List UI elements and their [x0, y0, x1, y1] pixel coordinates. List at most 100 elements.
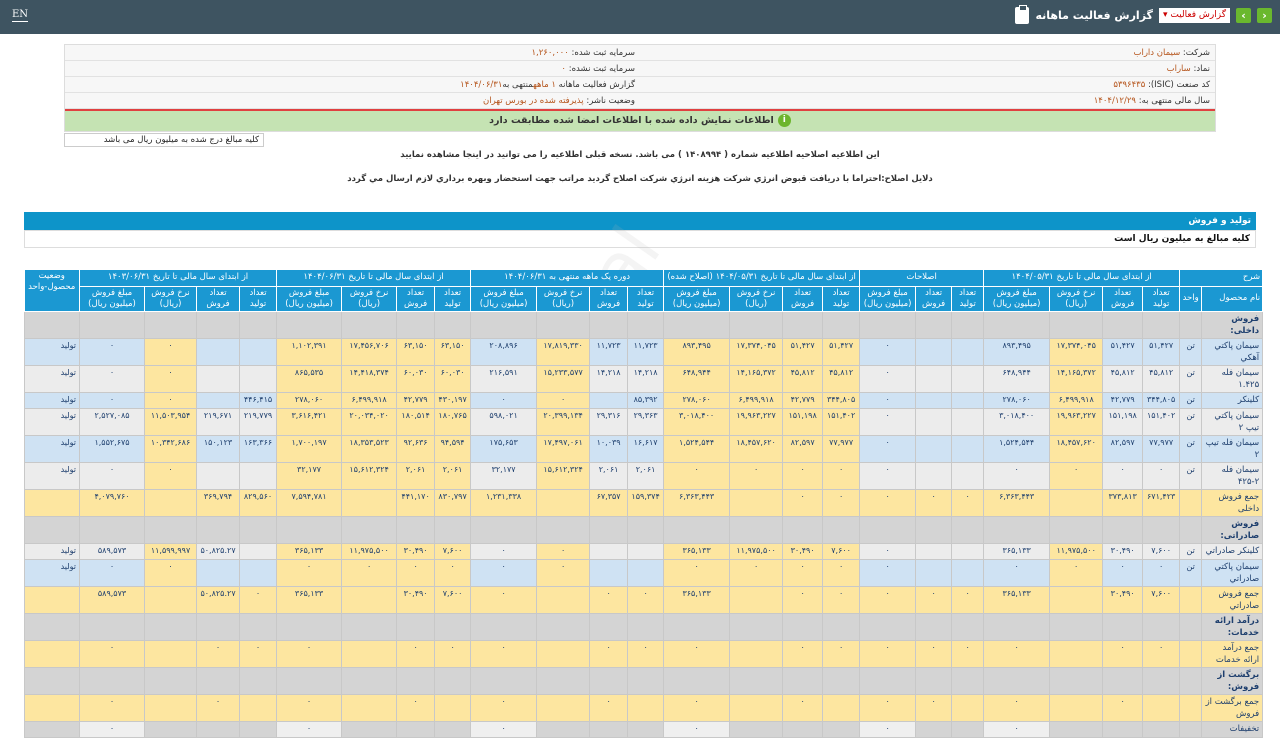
value-cell: ۱۵۱,۱۹۸	[1102, 407, 1144, 436]
empty-cell	[1142, 612, 1181, 641]
empty-cell	[276, 666, 343, 695]
value-cell: ۱,۷۰۰,۱۹۷	[276, 434, 343, 463]
empty-cell	[341, 515, 398, 544]
value-cell: ۶,۴۹۹,۹۱۸	[341, 391, 398, 409]
value-cell: ۶,۳۶۳,۴۴۳	[983, 488, 1051, 517]
value-cell: ۰	[536, 542, 591, 560]
table-row: کلینکر صادراتي تن ۷,۶۰۰ ۳۰,۴۹۰ ۱۱,۹۷۵,۵۰۰ ۳۶۵…	[24, 542, 1264, 560]
value-cell: ۱,۲۳۱,۳۳۸	[470, 488, 538, 517]
value-cell	[627, 558, 665, 587]
value-cell: ۸۹۳,۴۹۵	[663, 337, 731, 366]
value-cell: ۵۰,۸۲۵.۲۷	[196, 585, 241, 614]
value-cell: ۰	[1102, 558, 1144, 587]
value-cell: ۱۵۹,۳۷۴	[627, 488, 665, 517]
value-cell: ۰	[915, 639, 953, 668]
clipboard-icon	[1015, 5, 1030, 24]
value-cell: ۲۷۸,۰۶۰	[983, 391, 1051, 409]
company-info-panel: شرکت: سیمان داراب سرمایه ثبت شده: ۱,۲۶۰,…	[64, 44, 1216, 132]
value-cell: ۳۲,۱۷۷	[470, 461, 538, 490]
value-cell: ۰	[859, 585, 917, 614]
isic-field: کد صنعت (ISIC): ۵۳۹۶۴۳۵	[640, 77, 1215, 92]
product-name: جمع فروش داخلی	[1201, 488, 1264, 517]
correction-suffix: مشاهده نمایید	[400, 150, 460, 160]
value-cell: ۰	[822, 585, 861, 614]
symbol-label: نماد:	[1193, 64, 1210, 74]
value-cell: ۶۰,۰۳۰	[396, 364, 436, 393]
column-header-rate: نرخ فروش (ریال)	[1049, 286, 1104, 312]
value-cell: ۲۱۹,۷۷۹	[239, 407, 278, 436]
value-cell: ۱۷,۴۵۶,۷۰۶	[341, 337, 398, 366]
empty-cell	[729, 310, 784, 339]
value-cell: ۱,۵۵۲,۶۷۵	[78, 434, 146, 463]
empty-cell	[144, 612, 198, 641]
value-cell: ۱۱,۹۷۵,۵۰۰	[729, 542, 784, 560]
language-toggle[interactable]: EN	[12, 9, 29, 22]
column-header-prod: تعداد تولید	[822, 286, 861, 312]
isic-label: کد صنعت (ISIC):	[1147, 80, 1210, 90]
correction-note: این اطلاعیه اصلاحیه اطلاعیه شماره ( ۱۴۰۸…	[0, 150, 1280, 160]
empty-cell	[589, 310, 629, 339]
unit-cell	[1179, 720, 1203, 738]
value-cell	[239, 364, 278, 393]
value-cell	[729, 639, 784, 668]
value-cell: ۲۷۸,۰۶۰	[663, 391, 731, 409]
empty-cell	[1049, 612, 1104, 641]
empty-cell	[536, 515, 591, 544]
empty-cell	[589, 612, 629, 641]
value-cell	[536, 585, 591, 614]
value-cell: ۰	[239, 639, 278, 668]
product-name: سیمان فله ۱.۴۲۵	[1201, 364, 1264, 393]
group-header: از ابتدای سال مالی تا تاریخ ۱۴۰۴/۰۶/۳۱	[276, 270, 472, 287]
value-cell	[915, 364, 953, 393]
company-field: شرکت: سیمان داراب	[640, 45, 1215, 60]
table-row: سیمان فله تیپ ۲ تن ۷۷,۹۷۷ ۸۲,۵۹۷ ۱۸,۴۵۷,۶۲۰ ۱…	[24, 434, 1264, 463]
value-cell: ۰	[859, 720, 917, 738]
value-cell: ۰	[663, 693, 731, 722]
value-cell	[144, 720, 198, 738]
correction-reason: دلایل اصلاح:احتراما با دریافت قبوض انرژي…	[347, 174, 933, 184]
chevron-left-icon: ‹	[1262, 9, 1267, 22]
chevron-right-icon: ›	[1241, 9, 1246, 22]
group-header: از ابتدای سال مالی تا تاریخ ۱۴۰۳/۰۶/۳۱	[79, 270, 278, 287]
value-cell: ۴۴۶,۴۱۵	[239, 391, 278, 409]
divider	[65, 109, 1215, 111]
empty-cell	[434, 612, 472, 641]
product-status: تولید	[24, 558, 80, 587]
value-cell	[951, 407, 985, 436]
capital-value: ۱,۲۶۰,۰۰۰	[531, 48, 569, 58]
column-header-prod: تعداد تولید	[627, 286, 665, 312]
value-cell	[951, 391, 985, 409]
report-type-select[interactable]: گزارش فعالیت ▾	[1158, 8, 1230, 23]
value-cell: ۰	[470, 391, 538, 409]
value-cell	[729, 693, 784, 722]
report-type-title: گزارش فعالیت ماهانه	[1035, 9, 1153, 22]
empty-cell	[239, 612, 278, 641]
table-row: کلینکر تن ۳۴۴,۸۰۵ ۴۲,۷۷۹ ۶,۴۹۹,۹۱۸ ۲۷۸,۰۶۰ ۰ ۳۴…	[24, 391, 1264, 409]
value-cell: ۵۱,۴۲۷	[822, 337, 861, 366]
prev-report-button[interactable]: ‹	[1257, 8, 1272, 23]
value-cell: ۰	[470, 542, 538, 560]
value-cell: ۰	[822, 461, 861, 490]
publisher-status-field: وضعیت ناشر: پذیرفته شده در بورس تهران	[65, 93, 640, 108]
empty-cell	[589, 666, 629, 695]
unit-cell: تن	[1179, 542, 1203, 560]
empty-cell	[24, 515, 80, 544]
value-cell	[1049, 488, 1104, 517]
column-header-amount: مبلغ فروش (میلیون ریال)	[79, 286, 146, 312]
value-cell: ۰	[859, 488, 917, 517]
value-cell: ۰	[663, 461, 731, 490]
empty-cell	[239, 666, 278, 695]
empty-cell	[729, 612, 784, 641]
value-cell: ۱۴,۴۱۸,۳۷۴	[341, 364, 398, 393]
empty-cell	[1102, 666, 1144, 695]
value-cell: ۶۳,۱۵۰	[396, 337, 436, 366]
value-cell: ۱۸,۳۵۳,۵۲۳	[341, 434, 398, 463]
next-report-button[interactable]: ›	[1236, 8, 1251, 23]
previous-version-link[interactable]: اینجا	[462, 150, 482, 160]
value-cell: ۵۱,۴۲۷	[1142, 337, 1181, 366]
value-cell: ۱,۵۲۴,۵۴۴	[663, 434, 731, 463]
value-cell	[1049, 720, 1104, 738]
value-cell	[196, 558, 241, 587]
value-cell: ۹۲,۶۳۶	[396, 434, 436, 463]
unit-cell: تن	[1179, 337, 1203, 366]
